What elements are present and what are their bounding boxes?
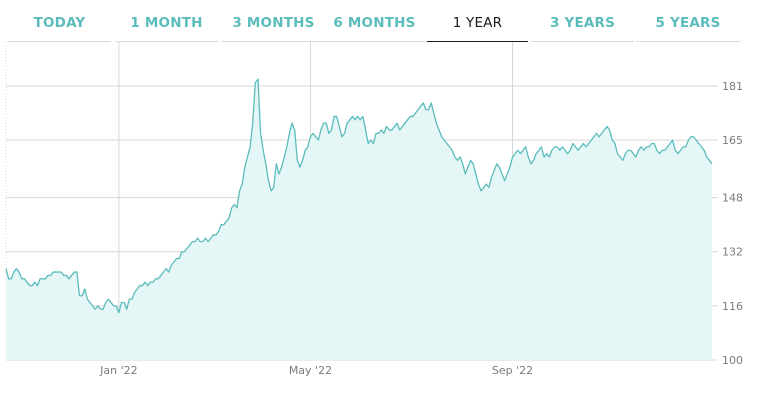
- y-tick-label: 181: [722, 80, 743, 93]
- tab-underline: [115, 41, 218, 42]
- y-tick-label: 165: [722, 134, 743, 147]
- series-line: [5, 78, 713, 314]
- time-range-tabs: TODAY 1 MONTH 3 MONTHS 6 MONTHS 1 YEAR 3…: [8, 6, 756, 43]
- tab-label: 5 YEARS: [655, 15, 721, 31]
- y-axis-labels: 181 165 148 132 116 100: [722, 80, 743, 367]
- tab-label: 1 MONTH: [130, 15, 203, 31]
- tab-underline: [636, 41, 740, 42]
- tab-label: 1 YEAR: [452, 15, 503, 31]
- y-tick-label: 100: [722, 354, 743, 367]
- tab-underline: [531, 41, 634, 42]
- tab-today[interactable]: TODAY: [8, 6, 111, 42]
- tab-label: TODAY: [33, 15, 86, 31]
- area-fill: [6, 79, 712, 361]
- tab-underline: [8, 41, 111, 42]
- tab-label: 3 YEARS: [549, 15, 616, 31]
- tab-3-years[interactable]: 3 YEARS: [531, 6, 634, 42]
- x-tick-label: Sep '22: [492, 364, 533, 377]
- tab-5-years[interactable]: 5 YEARS: [636, 6, 740, 42]
- tab-1-month[interactable]: 1 MONTH: [115, 6, 218, 42]
- tab-label: 3 MONTHS: [232, 15, 315, 31]
- tab-3-months[interactable]: 3 MONTHS: [222, 6, 325, 42]
- tab-label: 6 MONTHS: [333, 15, 416, 31]
- tab-6-months[interactable]: 6 MONTHS: [323, 6, 426, 42]
- price-area-chart: 181 165 148 132 116 100 Jan '22 May '22 Sep '22: [5, 42, 743, 377]
- x-tick-label: May '22: [289, 364, 332, 377]
- tab-underline: [222, 41, 325, 42]
- x-tick-label: Jan '22: [99, 364, 137, 377]
- y-tick-label: 116: [722, 300, 743, 313]
- y-tick-label: 148: [722, 192, 743, 205]
- tab-underline: [323, 41, 426, 42]
- y-tick-label: 132: [722, 246, 743, 259]
- tab-1-year[interactable]: 1 YEAR: [427, 6, 528, 43]
- x-axis-labels: Jan '22 May '22 Sep '22: [99, 364, 533, 377]
